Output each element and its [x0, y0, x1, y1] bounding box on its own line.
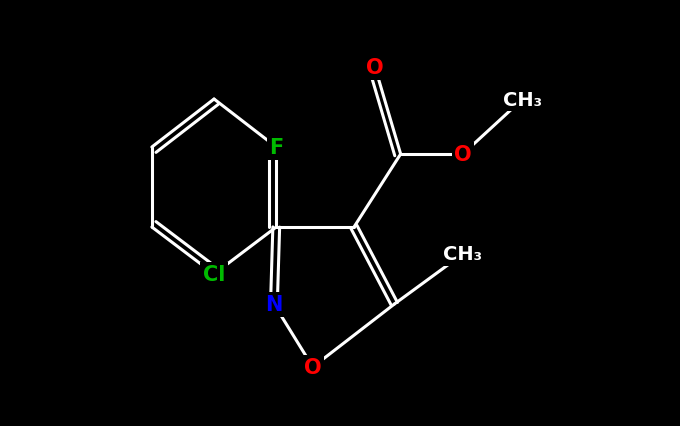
Text: CH₃: CH₃: [443, 245, 482, 264]
Text: N: N: [265, 294, 283, 314]
Text: F: F: [269, 138, 284, 158]
Text: O: O: [304, 357, 322, 377]
Text: Cl: Cl: [203, 265, 225, 284]
Text: O: O: [454, 145, 472, 164]
Text: O: O: [366, 58, 384, 78]
Text: CH₃: CH₃: [503, 90, 542, 109]
